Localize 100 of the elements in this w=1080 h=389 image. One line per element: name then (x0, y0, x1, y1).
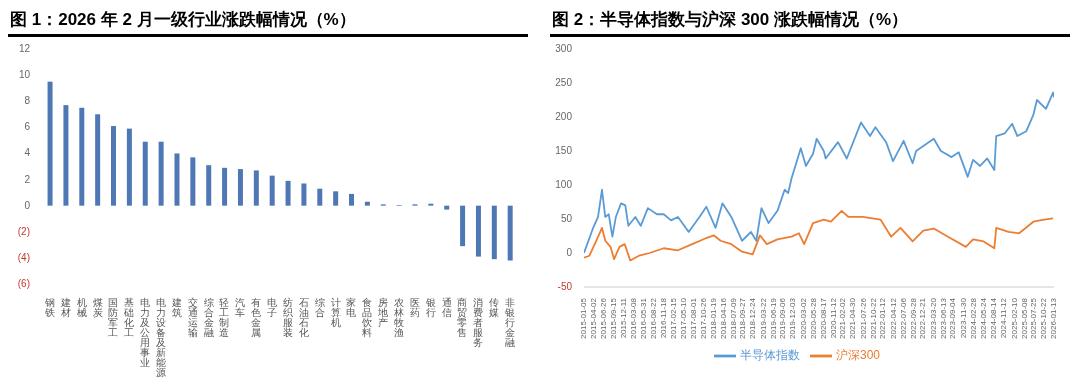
bar (301, 183, 307, 206)
x-tick-label: 轻工制造 (219, 297, 230, 338)
x-tick-label: 2020-05-28 (809, 297, 819, 339)
x-tick-label: 综合 (314, 297, 325, 318)
bar (95, 114, 101, 206)
x-tick-label: 医药 (409, 297, 420, 318)
x-tick-label: 2021-04-30 (848, 297, 858, 339)
bar (253, 170, 259, 206)
x-tick-label: 2020-08-17 (818, 297, 828, 339)
x-tick-label: 交通运输 (187, 297, 198, 338)
bar (206, 165, 212, 206)
x-tick-label: 电力及公用事业 (140, 297, 151, 368)
x-tick-label: 2025-05-08 (1019, 297, 1029, 339)
x-tick-label: 2023-03-20 (928, 297, 938, 339)
bar (63, 105, 69, 206)
y-tick-label: (6) (17, 278, 30, 289)
x-tick-label: 2015-09-15 (608, 297, 618, 339)
x-tick-label: 2017-05-10 (679, 297, 689, 339)
x-tick-label: 2021-02-02 (838, 297, 848, 339)
bar (190, 157, 196, 206)
x-tick-label: 2015-04-02 (589, 297, 599, 339)
y-tick-label: 2 (24, 173, 31, 185)
x-tick-label: 2016-08-22 (648, 297, 658, 339)
bar (333, 191, 339, 206)
bar (126, 128, 132, 206)
x-tick-label: 2018-04-16 (718, 297, 728, 339)
x-tick-label: 2025-07-25 (1029, 297, 1039, 339)
x-tick-label: 2024-05-24 (979, 297, 989, 339)
x-tick-label: 汽车 (235, 297, 246, 318)
x-tick-label: 2019-12-03 (788, 297, 798, 339)
legend-label: 沪深300 (835, 348, 881, 363)
y-tick-label: 0 (566, 247, 573, 258)
y-tick-label: 200 (555, 111, 573, 122)
bar (158, 141, 164, 206)
x-tick-label: 2022-12-21 (918, 297, 928, 339)
x-tick-label: 2018-07-09 (728, 297, 738, 339)
x-tick-label: 农林牧渔 (393, 297, 404, 338)
x-tick-label: 2022-09-28 (908, 297, 918, 339)
x-tick-label: 2018-01-19 (708, 297, 718, 339)
x-tick-label: 2015-01-05 (579, 297, 589, 339)
x-tick-label: 2015-06-26 (599, 297, 609, 339)
y-tick-label: (4) (17, 251, 30, 263)
y-tick-label: 4 (24, 147, 31, 159)
x-tick-label: 2022-01-12 (878, 297, 888, 339)
y-tick-label: 100 (555, 179, 573, 190)
x-tick-label: 2016-11-18 (658, 297, 668, 339)
bar (364, 201, 370, 206)
y-tick-label: 250 (555, 77, 573, 88)
y-tick-label: 6 (24, 121, 31, 133)
x-tick-label: 计算机 (330, 297, 341, 328)
bar (285, 180, 291, 206)
bar (460, 205, 466, 247)
x-tick-label: 2022-07-06 (898, 297, 908, 339)
line-series (584, 209, 1054, 262)
x-tick-label: 机械 (76, 297, 87, 318)
bar (237, 169, 243, 206)
x-tick-label: 非银行金融 (504, 297, 516, 348)
x-tick-label: 传媒 (489, 297, 500, 318)
y-tick-label: 8 (24, 95, 31, 107)
bar (269, 175, 275, 206)
x-tick-label: 煤炭 (92, 297, 103, 318)
x-tick-label: 2024-11-12 (999, 297, 1009, 339)
bar (111, 126, 117, 206)
x-tick-label: 2024-08-14 (988, 297, 998, 339)
x-tick-label: 2015-12-11 (618, 297, 628, 339)
x-tick-label: 国防军工 (108, 297, 119, 338)
x-tick-label: 2019-09-06 (778, 297, 788, 339)
x-tick-label: 2019-03-22 (758, 297, 768, 339)
legend-label: 半导体指数 (739, 348, 800, 363)
y-tick-label: 0 (24, 199, 31, 211)
x-tick-label: 消费者服务 (473, 297, 484, 348)
x-tick-label: 2018-12-24 (748, 297, 758, 339)
chart-title: 图 2：半导体指数与沪深 300 涨跌幅情况（%） (550, 8, 1070, 37)
x-tick-label: 石油石化 (298, 297, 309, 338)
bar (174, 153, 180, 206)
x-tick-label: 2020-11-12 (828, 297, 838, 339)
x-tick-label: 2020-03-02 (798, 297, 808, 339)
y-tick-label: 150 (555, 145, 573, 156)
x-tick-label: 2021-07-26 (858, 297, 868, 339)
x-tick-label: 2023-06-13 (938, 297, 948, 339)
bar (507, 205, 513, 261)
x-tick-label: 2019-06-19 (768, 297, 778, 339)
x-tick-label: 2026-01-13 (1049, 297, 1059, 339)
bar (142, 141, 148, 206)
bar (491, 205, 497, 260)
y-tick-label: 300 (555, 43, 573, 54)
x-tick-label: 2024-02-28 (969, 297, 979, 339)
x-tick-label: 通信 (441, 297, 452, 318)
bar (475, 205, 481, 257)
y-tick-label: 50 (560, 213, 573, 224)
x-tick-label: 建筑 (170, 297, 182, 318)
x-tick-label: 2023-11-30 (958, 297, 968, 339)
x-tick-label: 2017-08-01 (688, 297, 698, 339)
x-tick-label: 2022-04-12 (888, 297, 898, 339)
x-tick-label: 2018-09-27 (737, 297, 747, 339)
chart-title: 图 1：2026 年 2 月一级行业涨跌幅情况（%） (8, 8, 528, 37)
x-tick-label: 纺织服装 (282, 297, 293, 338)
x-tick-label: 2025-10-22 (1039, 297, 1049, 339)
bar (47, 81, 53, 206)
x-tick-label: 综合金融 (203, 297, 214, 338)
